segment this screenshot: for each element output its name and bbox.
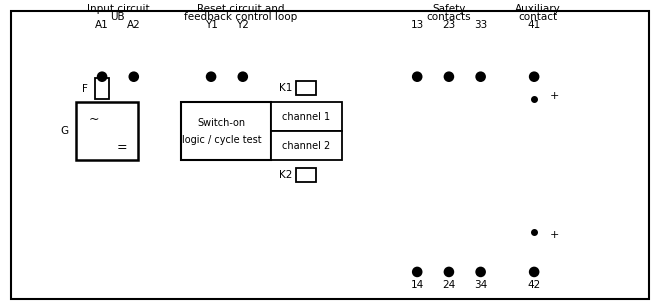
- Circle shape: [476, 72, 485, 81]
- Text: 34: 34: [474, 280, 487, 290]
- Bar: [271, 103, 342, 131]
- Text: 41: 41: [527, 20, 541, 30]
- Bar: [296, 168, 316, 182]
- Text: G: G: [60, 126, 69, 136]
- Text: Y2: Y2: [236, 20, 249, 30]
- Text: 13: 13: [411, 20, 424, 30]
- Text: 42: 42: [527, 280, 541, 290]
- Circle shape: [207, 72, 216, 81]
- Text: Safety: Safety: [432, 4, 465, 14]
- Bar: [57, 39, 571, 285]
- Text: channel 1: channel 1: [282, 112, 330, 122]
- Bar: [296, 81, 316, 95]
- Circle shape: [129, 72, 138, 81]
- Text: feedback control loop: feedback control loop: [184, 12, 298, 22]
- Text: Input circuit: Input circuit: [86, 4, 149, 14]
- Text: logic / cycle test: logic / cycle test: [182, 135, 261, 145]
- Text: K1: K1: [279, 83, 292, 93]
- Text: Auxiliary: Auxiliary: [515, 4, 561, 14]
- Text: =: =: [117, 140, 127, 154]
- Circle shape: [98, 72, 106, 81]
- Text: 23: 23: [442, 20, 455, 30]
- Text: A2: A2: [127, 20, 141, 30]
- Text: F: F: [82, 83, 88, 94]
- Bar: [182, 103, 271, 160]
- Circle shape: [412, 267, 422, 276]
- Text: contacts: contacts: [426, 12, 471, 22]
- Text: +: +: [550, 230, 560, 240]
- Bar: [95, 78, 109, 99]
- Text: Reset circuit and: Reset circuit and: [197, 4, 284, 14]
- Circle shape: [412, 72, 422, 81]
- Text: UB: UB: [111, 12, 125, 22]
- Circle shape: [444, 267, 453, 276]
- Text: 33: 33: [474, 20, 487, 30]
- Bar: [77, 103, 138, 160]
- Text: ~: ~: [89, 113, 100, 126]
- Text: 24: 24: [442, 280, 455, 290]
- Circle shape: [530, 267, 539, 276]
- Text: channel 2: channel 2: [282, 140, 331, 151]
- Text: Switch-on: Switch-on: [197, 118, 246, 128]
- Bar: [271, 131, 342, 160]
- Text: 14: 14: [411, 280, 424, 290]
- Circle shape: [530, 72, 539, 81]
- Text: +: +: [550, 91, 560, 100]
- Circle shape: [476, 267, 485, 276]
- Text: contact: contact: [519, 12, 558, 22]
- Text: Y1: Y1: [205, 20, 218, 30]
- Circle shape: [444, 72, 453, 81]
- Text: A1: A1: [95, 20, 109, 30]
- Circle shape: [238, 72, 248, 81]
- Text: K2: K2: [279, 170, 292, 180]
